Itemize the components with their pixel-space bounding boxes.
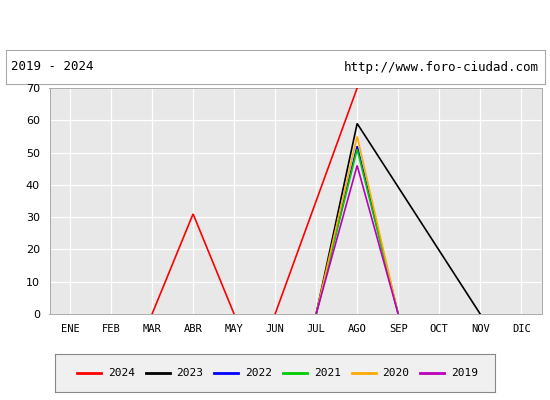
Line: 2022: 2022 — [316, 146, 398, 314]
Line: 2019: 2019 — [316, 166, 398, 314]
2024 — [190, 212, 196, 216]
2021 — [313, 312, 320, 316]
Line: 2024: 2024 — [152, 214, 234, 314]
2023 — [354, 121, 360, 126]
2024 — [148, 312, 155, 316]
2020 — [354, 134, 360, 139]
Text: 2019: 2019 — [451, 368, 478, 378]
2019 — [313, 312, 320, 316]
2020 — [395, 312, 402, 316]
Line: 2021: 2021 — [316, 149, 398, 314]
Text: Evolucion Nº Turistas Extranjeros en el municipio de Noceda del Bierzo: Evolucion Nº Turistas Extranjeros en el … — [0, 18, 550, 32]
Text: 2021: 2021 — [314, 368, 340, 378]
Text: 2019 - 2024: 2019 - 2024 — [11, 60, 94, 74]
2022 — [313, 312, 320, 316]
2020 — [313, 312, 320, 316]
2021 — [354, 147, 360, 152]
2021 — [395, 312, 402, 316]
2023 — [313, 312, 320, 316]
Text: 2020: 2020 — [382, 368, 409, 378]
Line: 2023: 2023 — [316, 124, 480, 314]
2022 — [354, 144, 360, 148]
Text: 2022: 2022 — [245, 368, 272, 378]
Line: 2020: 2020 — [316, 136, 398, 314]
Text: 2023: 2023 — [177, 368, 204, 378]
2023 — [477, 312, 483, 316]
2019 — [354, 163, 360, 168]
2022 — [395, 312, 402, 316]
Text: http://www.foro-ciudad.com: http://www.foro-ciudad.com — [344, 60, 539, 74]
2019 — [395, 312, 402, 316]
2024 — [231, 312, 238, 316]
Text: 2024: 2024 — [108, 368, 135, 378]
